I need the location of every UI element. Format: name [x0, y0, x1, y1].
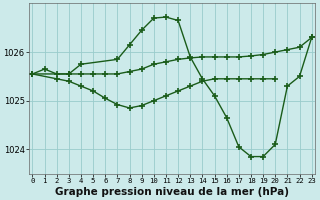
X-axis label: Graphe pression niveau de la mer (hPa): Graphe pression niveau de la mer (hPa): [55, 187, 289, 197]
